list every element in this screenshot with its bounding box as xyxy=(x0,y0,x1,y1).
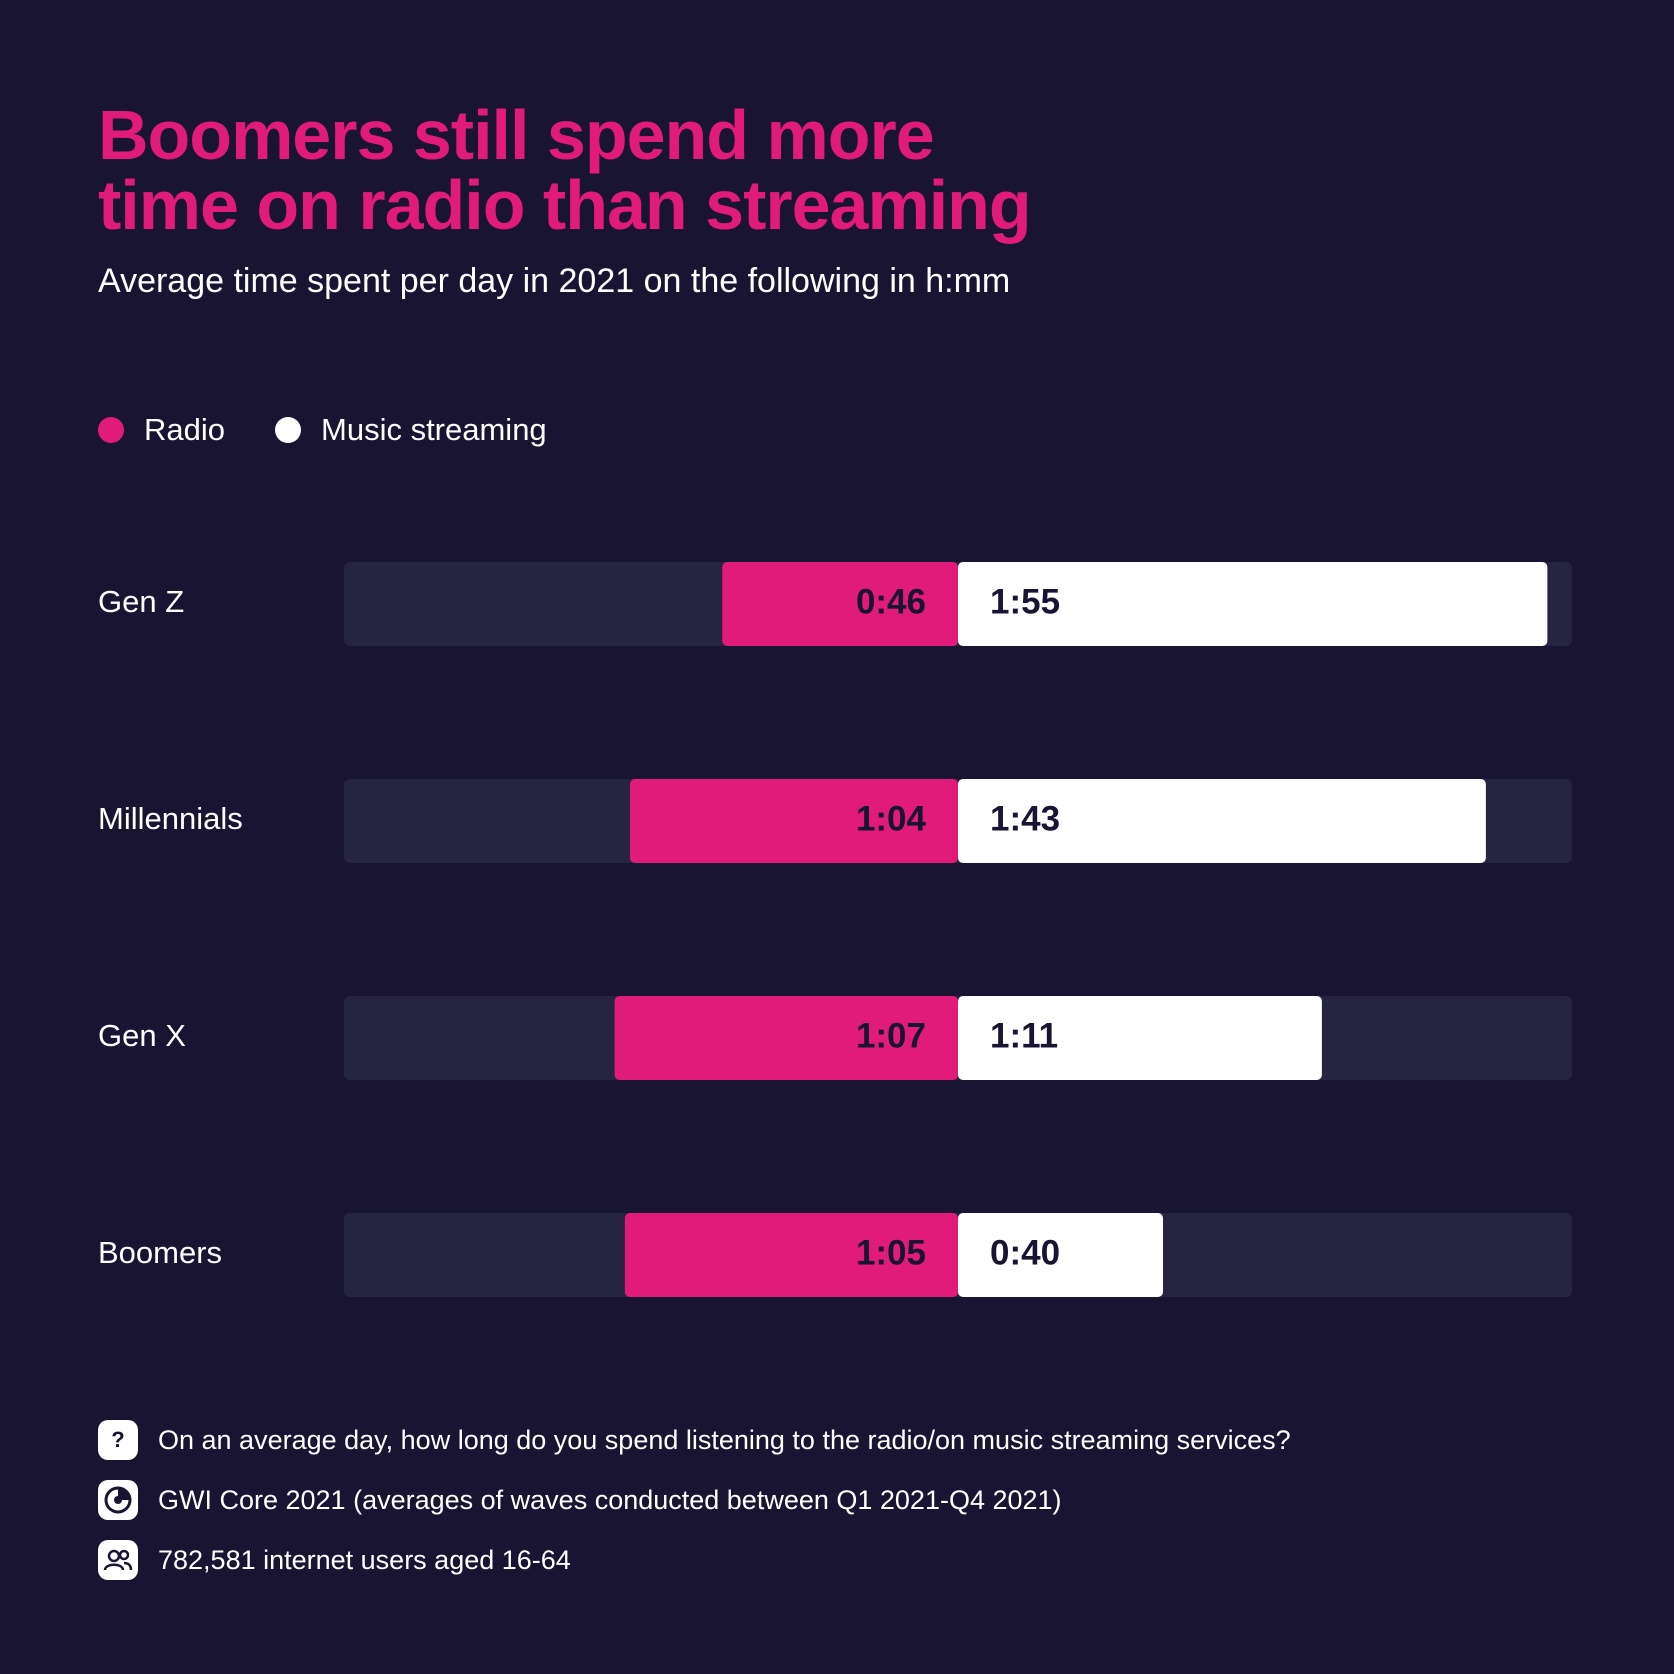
bar-streaming-gen-x xyxy=(958,996,1322,1080)
chart-title: Boomers still spend more time on radio t… xyxy=(98,100,1398,240)
sample-note: 782,581 internet users aged 16-64 xyxy=(98,1538,1291,1582)
value-label-streaming-gen-z: 1:55 xyxy=(990,582,1060,621)
bar-radio-millennials xyxy=(630,779,958,863)
legend-label-radio: Radio xyxy=(144,412,225,447)
category-label-boomers: Boomers xyxy=(98,1235,222,1270)
legend-swatch-radio xyxy=(98,417,124,443)
chart-title-line-2: time on radio than streaming xyxy=(98,166,1032,244)
question-text: On an average day, how long do you spend… xyxy=(158,1424,1291,1455)
chart-subtitle: Average time spent per day in 2021 on th… xyxy=(98,262,1011,300)
legend: Radio Music streaming xyxy=(98,408,597,452)
category-label-gen-z: Gen Z xyxy=(98,584,184,619)
gwi-logo-icon xyxy=(98,1480,138,1520)
source-text: GWI Core 2021 (averages of waves conduct… xyxy=(158,1484,1062,1515)
bar-chart: Gen Z 0:46 1:55 Millennials 1:04 1:43 Gen X 1:0… xyxy=(98,562,1572,1297)
value-label-radio-boomers: 1:05 xyxy=(856,1233,926,1272)
bar-streaming-millennials xyxy=(958,779,1486,863)
chart-title-line-1: Boomers still spend more xyxy=(98,96,935,174)
value-label-radio-millennials: 1:04 xyxy=(856,799,927,838)
bar-streaming-boomers xyxy=(958,1213,1163,1297)
value-label-radio-gen-x: 1:07 xyxy=(856,1016,926,1055)
value-label-radio-gen-z: 0:46 xyxy=(856,582,926,621)
category-label-millennials: Millennials xyxy=(98,801,243,836)
legend-item-streaming: Music streaming xyxy=(275,412,547,448)
bar-streaming-gen-z xyxy=(958,562,1548,646)
legend-swatch-streaming xyxy=(275,417,301,443)
value-label-streaming-gen-x: 1:11 xyxy=(990,1016,1058,1055)
legend-item-radio: Radio xyxy=(98,412,225,448)
value-label-streaming-millennials: 1:43 xyxy=(990,799,1060,838)
users-icon xyxy=(98,1540,138,1580)
source-note: GWI Core 2021 (averages of waves conduct… xyxy=(98,1478,1291,1522)
bar-radio-gen-x xyxy=(614,996,958,1080)
category-label-gen-x: Gen X xyxy=(98,1018,186,1053)
question-note: ? On an average day, how long do you spe… xyxy=(98,1418,1291,1462)
legend-label-streaming: Music streaming xyxy=(321,412,547,447)
bar-radio-gen-z xyxy=(722,562,958,646)
question-mark-icon: ? xyxy=(98,1420,138,1460)
chart-footer: ? On an average day, how long do you spe… xyxy=(98,1418,1291,1598)
value-label-streaming-boomers: 0:40 xyxy=(990,1233,1060,1272)
sample-text: 782,581 internet users aged 16-64 xyxy=(158,1544,571,1575)
bar-radio-boomers xyxy=(624,1213,958,1297)
